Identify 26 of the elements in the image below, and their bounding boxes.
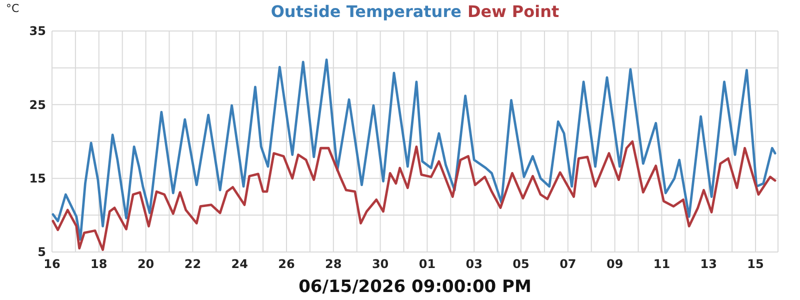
- y-tick-label: 25: [29, 98, 46, 112]
- y-tick-label: 35: [29, 24, 46, 38]
- x-tick-label: 30: [372, 257, 389, 271]
- x-tick-label: 13: [700, 257, 717, 271]
- x-tick-label: 09: [606, 257, 624, 271]
- x-tick-label: 11: [653, 257, 670, 271]
- y-tick-label: 5: [38, 245, 46, 260]
- x-tick-label: 26: [278, 257, 295, 271]
- text: Dew Point: [467, 2, 560, 21]
- text: Outside Temperature: [270, 2, 462, 21]
- line-series: [52, 58, 776, 241]
- x-tick-label: 24: [231, 257, 248, 271]
- y-tick-label: 15: [29, 172, 46, 186]
- x-tick-label: 18: [90, 257, 108, 271]
- x-tick-label: 16: [44, 257, 60, 271]
- x-tick-label: 28: [325, 257, 342, 271]
- y-axis-title: °C: [6, 2, 20, 15]
- x-tick-label: 15: [747, 257, 764, 271]
- x-tick-label: 01: [418, 257, 436, 271]
- x-tick-label: 07: [560, 257, 576, 271]
- x-tick-label: 20: [137, 257, 154, 271]
- x-tick-label: 22: [184, 257, 202, 271]
- x-axis-title: 06/15/2026 09:00:00 PM: [298, 277, 532, 297]
- x-tick-label: 05: [512, 257, 530, 271]
- x-tick-label: 03: [466, 257, 482, 271]
- line-series: [52, 140, 776, 251]
